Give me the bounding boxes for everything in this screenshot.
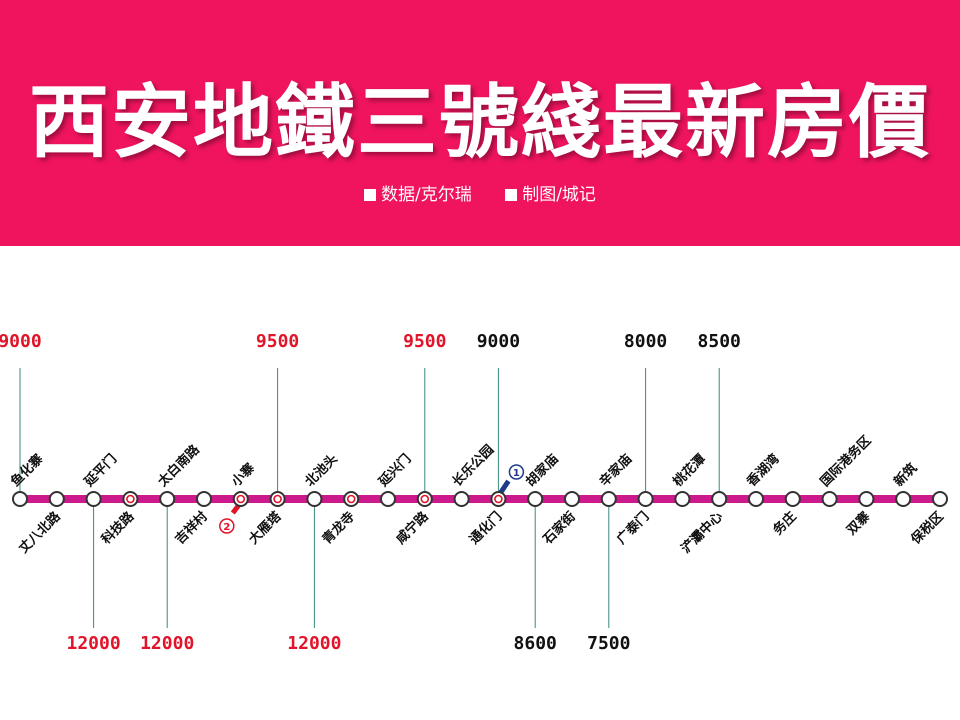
station-marker — [821, 491, 838, 507]
station-label: 延兴门 — [375, 451, 415, 491]
price-label: 9500 — [256, 331, 299, 352]
station-label: 桃花潭 — [670, 451, 709, 490]
station-label: 丈八北路 — [16, 508, 65, 557]
station-marker — [748, 491, 764, 507]
price-label: 9000 — [0, 331, 42, 352]
transfer-station-marker — [269, 491, 286, 507]
station-label: 北池头 — [302, 451, 341, 490]
transfer-icon — [236, 494, 246, 504]
station-label: 长乐公园 — [449, 442, 497, 490]
transfer-station-marker — [122, 491, 139, 507]
credit-data-source: 数据/克尔瑞 — [364, 180, 472, 205]
transfer-icon — [126, 494, 135, 504]
line-2-badge-icon — [219, 518, 235, 534]
station-label: 小寨 — [228, 460, 258, 490]
station-label: 国际港务区 — [817, 433, 874, 490]
station-marker — [637, 491, 654, 507]
line-1-connector — [498, 479, 511, 495]
credits: 数据/克尔瑞 制图/城记 — [0, 180, 960, 205]
station-marker — [711, 491, 728, 507]
station-marker — [895, 491, 912, 507]
price-label: 7500 — [587, 633, 630, 654]
station-label: 大雁塔 — [246, 508, 286, 548]
square-bullet-icon — [505, 189, 518, 201]
station-marker — [380, 491, 396, 507]
square-bullet-icon — [364, 189, 377, 201]
transfer-station-marker — [343, 491, 360, 507]
station-marker — [306, 491, 323, 507]
line-1-badge-label: 1 — [513, 468, 520, 479]
station-marker — [527, 491, 544, 507]
credit-cartography-text: 制图/城记 — [522, 185, 596, 205]
station-label: 胡家庙 — [523, 451, 562, 490]
station-label: 务庄 — [770, 509, 800, 539]
transfer-icon — [420, 494, 430, 504]
line-2-badge-label: 2 — [223, 522, 230, 533]
station-marker — [674, 491, 691, 507]
transfer-icon — [273, 494, 282, 504]
transfer-station-marker — [416, 491, 433, 507]
station-label: 双寨 — [844, 509, 874, 539]
price-label: 9500 — [403, 331, 446, 352]
page-title: 西安地鐵三號綫最新房價 — [29, 75, 931, 169]
station-marker — [564, 491, 580, 507]
station-label: 浐灞中心 — [678, 509, 726, 557]
transfer-station-marker — [490, 491, 507, 507]
station-label: 广泰门 — [614, 509, 653, 548]
transfer-icon — [346, 494, 356, 504]
station-label: 咸宁路 — [393, 508, 433, 548]
station-marker — [858, 491, 875, 507]
credit-data-source-text: 数据/克尔瑞 — [381, 185, 472, 205]
station-marker — [159, 491, 176, 507]
station-marker — [48, 491, 65, 507]
station-label: 香湖湾 — [743, 451, 783, 491]
price-label: 8500 — [698, 331, 741, 352]
station-label: 保税区 — [907, 509, 947, 549]
station-label: 辛家庙 — [596, 451, 635, 490]
station-label: 延平门 — [80, 451, 120, 491]
station-label: 鱼化寨 — [8, 451, 47, 490]
price-label: 8000 — [624, 331, 667, 352]
station-marker — [932, 491, 948, 507]
station-label: 太白南路 — [154, 441, 203, 490]
station-label: 石家街 — [539, 509, 579, 549]
station-label: 青龙寺 — [319, 509, 358, 548]
station-marker — [600, 491, 617, 507]
station-label: 新筑 — [891, 460, 921, 490]
station-marker — [85, 491, 102, 507]
station-marker — [784, 491, 801, 507]
station-label: 科技路 — [98, 508, 138, 548]
station-marker — [196, 491, 212, 507]
station-marker — [12, 491, 28, 507]
station-label: 吉祥村 — [172, 509, 211, 548]
line-1-badge-icon — [508, 464, 525, 480]
station-marker — [453, 491, 470, 507]
station-label: 通化门 — [466, 509, 505, 548]
price-label: 9000 — [477, 331, 520, 352]
price-label: 12000 — [287, 633, 341, 654]
credit-cartography: 制图/城记 — [505, 180, 596, 205]
transfer-station-marker — [232, 491, 249, 507]
transfer-icon — [494, 494, 503, 504]
price-label: 12000 — [67, 633, 121, 654]
header-banner: 西安地鐵三號綫最新房價 数据/克尔瑞 制图/城记 — [0, 0, 960, 246]
price-label: 12000 — [140, 633, 194, 654]
price-label: 8600 — [514, 633, 557, 654]
